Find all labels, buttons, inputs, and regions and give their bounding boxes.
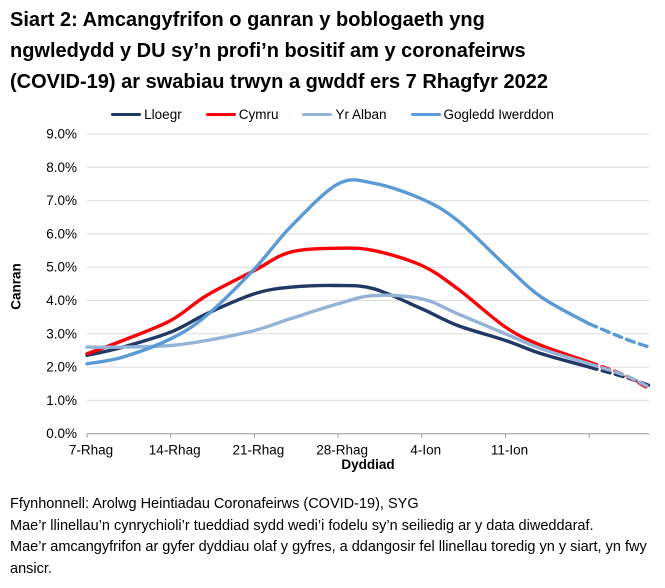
legend-item-lloegr: Lloegr (111, 107, 182, 122)
y-tick-label: 8.0% (46, 160, 77, 175)
series-line-yr-alban-dashed (587, 362, 651, 389)
chart-title-line-1: Siart 2: Amcangyfrifon o ganran y boblog… (10, 9, 485, 31)
note-line-2: Mae’r amcangyfrifon ar gyfer dyddiau ola… (10, 539, 647, 577)
legend-item-cymru: Cymru (205, 107, 279, 122)
note-line-1: Mae’r llinellau’n cynrychioli’r tueddiad… (10, 517, 594, 534)
y-tick-label: 3.0% (46, 326, 77, 341)
legend-label-lloegr: Lloegr (144, 107, 182, 122)
legend-line-swatch-lloegr (111, 112, 142, 117)
x-tick-label: 28-Rhag (316, 443, 368, 458)
chart-title-line-2: ngwledydd y DU sy’n profi’n bositif am y… (10, 40, 526, 62)
chart-title-line-3: (COVID-19) ar swabiau trwyn a gwddf ers … (10, 71, 548, 93)
series-line-cymru (85, 246, 591, 364)
series-line-yr-alban (85, 293, 591, 366)
y-tick-label: 9.0% (46, 127, 77, 142)
y-tick-label: 5.0% (46, 260, 77, 275)
y-tick-label: 7.0% (46, 193, 77, 208)
x-tick-label: 11-Ion (491, 443, 528, 458)
legend-item-yr-alban: Yr Alban (302, 107, 387, 122)
legend-item-gogledd-iwerddon: Gogledd Iwerddon (410, 107, 554, 122)
x-tick-label: 14-Rhag (149, 443, 201, 458)
line-chart: 0.0% 1.0% 2.0% 3.0% 4.0% 5.0% 6.0% 7.0% 8.0% 9.0%… (0, 120, 665, 470)
legend-label-cymru: Cymru (238, 107, 279, 122)
chart-canvas: 0.0% 1.0% 2.0% 3.0% 4.0% 5.0% 6.0% 7.0% 8.0% 9.0%… (46, 127, 651, 458)
legend-line-swatch-cymru (205, 112, 236, 117)
x-tick-label: 21-Rhag (233, 443, 285, 458)
y-tick-label: 1.0% (46, 393, 77, 408)
series-line-gogledd-iwerddon (85, 178, 591, 366)
footer-notes: Ffynhonnell: Arolwg Heintiadau Coronafei… (10, 494, 660, 580)
x-axis-title: Dyddiad (341, 457, 395, 472)
y-tick-label: 6.0% (46, 226, 77, 241)
legend-label-gogledd-iwerddon: Gogledd Iwerddon (443, 107, 554, 122)
chart-title: Siart 2: Amcangyfrifon o ganran y boblog… (10, 5, 662, 98)
legend-label-yr-alban: Yr Alban (335, 107, 387, 122)
x-tick-label: 7-Rhag (69, 443, 113, 458)
legend: Lloegr Cymru Yr Alban Gogledd Iwerddon (0, 107, 665, 122)
y-axis-title: Canran (8, 263, 24, 310)
x-tick-label: 4-Ion (410, 443, 441, 458)
series-line-gogledd-iwerddon-dashed (587, 322, 651, 349)
series-line-lloegr (85, 283, 591, 369)
legend-line-swatch-gogledd-iwerddon (410, 112, 441, 117)
source-line: Ffynhonnell: Arolwg Heintiadau Coronafei… (10, 496, 419, 512)
legend-line-swatch-yr-alban (302, 112, 333, 117)
y-tick-label: 4.0% (46, 293, 77, 308)
y-tick-label: 0.0% (46, 426, 77, 441)
y-tick-label: 2.0% (46, 360, 77, 375)
